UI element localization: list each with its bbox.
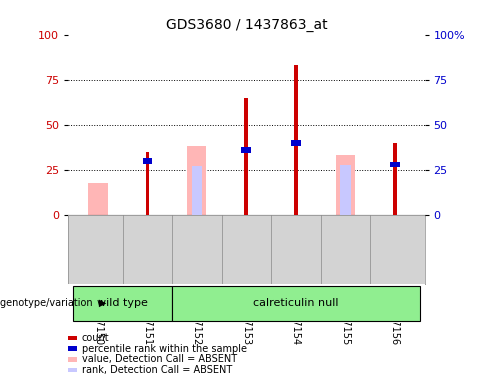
Bar <box>142 158 152 164</box>
Text: calreticulin null: calreticulin null <box>253 298 339 308</box>
Title: GDS3680 / 1437863_at: GDS3680 / 1437863_at <box>165 18 327 32</box>
Bar <box>88 182 107 215</box>
Text: count: count <box>82 333 110 343</box>
Bar <box>172 286 420 321</box>
Bar <box>187 146 206 215</box>
Bar <box>145 152 149 215</box>
Bar <box>192 166 202 215</box>
Bar <box>291 140 301 146</box>
Bar <box>294 65 298 215</box>
Text: wild type: wild type <box>97 298 148 308</box>
Text: rank, Detection Call = ABSENT: rank, Detection Call = ABSENT <box>82 365 232 375</box>
Bar <box>390 162 400 167</box>
Bar <box>336 156 355 215</box>
Bar <box>393 143 397 215</box>
Text: percentile rank within the sample: percentile rank within the sample <box>82 344 247 354</box>
Bar <box>244 98 248 215</box>
Bar <box>340 164 350 215</box>
Text: genotype/variation  ▶: genotype/variation ▶ <box>0 298 106 308</box>
Bar <box>242 147 251 153</box>
Bar <box>73 286 172 321</box>
Text: value, Detection Call = ABSENT: value, Detection Call = ABSENT <box>82 354 237 364</box>
